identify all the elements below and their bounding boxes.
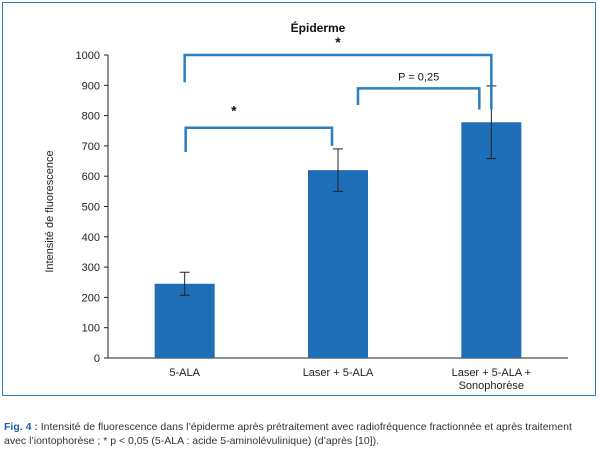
y-tick-label: 700 xyxy=(82,141,100,153)
chart-title: Épiderme xyxy=(291,20,346,35)
y-tick-label: 100 xyxy=(82,323,100,335)
category-label: Laser + 5-ALA + xyxy=(452,367,532,379)
y-axis-title: Intensité de fluorescence xyxy=(44,150,56,272)
bar xyxy=(308,170,368,358)
y-tick-label: 900 xyxy=(82,80,100,92)
significance-bracket xyxy=(184,126,334,152)
bar xyxy=(154,283,215,358)
significance-label: * xyxy=(231,103,237,119)
caption-text: Intensité de fluorescence dans l’épiderm… xyxy=(4,421,572,447)
category-label: Sonophorèse xyxy=(459,380,524,392)
y-tick-label: 600 xyxy=(82,171,100,183)
y-tick-label: 300 xyxy=(82,262,100,274)
y-tick-label: 200 xyxy=(82,292,100,304)
figure-caption: Fig. 4 : Intensité de fluorescence dans … xyxy=(4,420,594,448)
significance-bracket xyxy=(183,53,493,110)
y-tick-label: 800 xyxy=(82,111,100,123)
caption-label: Fig. 4 : xyxy=(4,421,38,433)
y-tick-label: 0 xyxy=(94,353,100,365)
bar xyxy=(461,122,522,359)
y-tick-label: 1000 xyxy=(76,50,100,62)
bar-chart: Épiderme 0 100 200 300 400 500 600 700 800 900 1000… xyxy=(44,20,568,392)
category-label: 5-ALA xyxy=(169,367,200,379)
significance-label: P = 0,25 xyxy=(398,71,439,83)
significance-label: * xyxy=(335,34,341,50)
y-tick-label: 500 xyxy=(82,202,100,214)
significance-bracket xyxy=(356,87,481,110)
category-label: Laser + 5-ALA xyxy=(303,367,374,379)
y-tick-label: 400 xyxy=(82,232,100,244)
